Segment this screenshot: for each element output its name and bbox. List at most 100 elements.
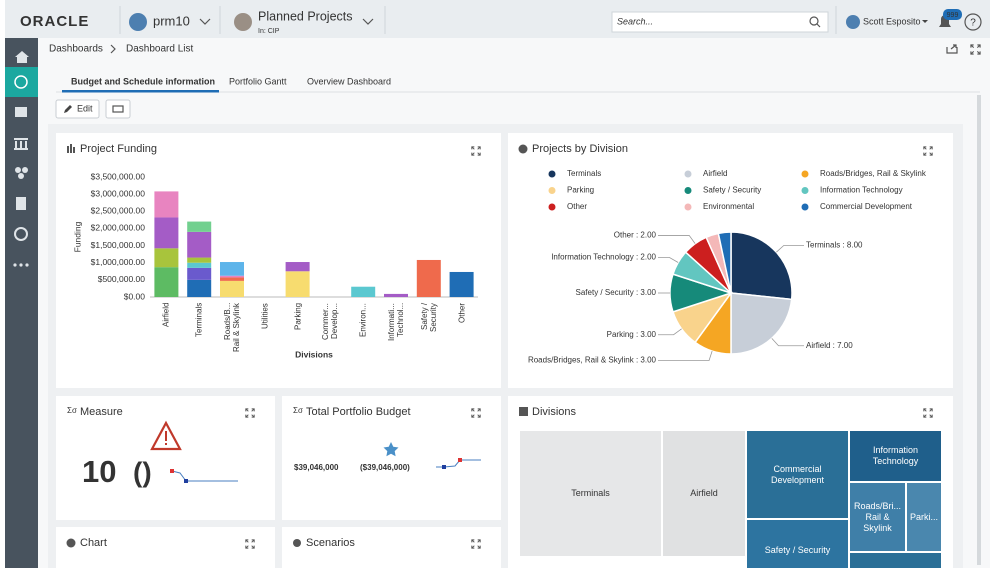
- legend-swatch: [548, 187, 556, 194]
- panel-title: Project Funding: [80, 143, 157, 155]
- x-tick-label: Other: [457, 303, 467, 324]
- x-tick-label: Informati... Technol...: [387, 303, 405, 341]
- panel-title: Measure: [80, 406, 123, 418]
- notification-count: 999: [947, 12, 959, 19]
- treemap-tile[interactable]: Commercial Development: [746, 430, 849, 519]
- tab[interactable]: Portfolio Gantt: [229, 76, 287, 86]
- sparkline-dot: [170, 469, 174, 473]
- sidebar-icons[interactable]: [13, 51, 29, 267]
- help-icon[interactable]: ?: [970, 18, 976, 29]
- edit-button[interactable]: [55, 99, 100, 119]
- pie-slice: [717, 231, 732, 294]
- print-button[interactable]: [105, 99, 131, 119]
- star-icon: [383, 442, 399, 457]
- label-leader: [658, 257, 679, 263]
- treemap-tile[interactable]: Parki...: [906, 482, 942, 552]
- treemap-tile[interactable]: Terminals: [519, 430, 662, 557]
- legend-label: Safety / Security: [703, 186, 761, 195]
- bar-segment: [384, 293, 408, 297]
- edit-label[interactable]: Edit: [77, 103, 93, 113]
- tab[interactable]: Overview Dashboard: [307, 76, 391, 86]
- search-box[interactable]: [611, 11, 829, 33]
- bar-segment: [187, 257, 212, 263]
- treemap-tile[interactable]: Airfield: [662, 430, 746, 557]
- scrollbar[interactable]: [977, 95, 981, 565]
- legend-swatch: [548, 203, 556, 211]
- bar-segment: [220, 280, 244, 297]
- breadcrumb-link[interactable]: Dashboards: [49, 44, 103, 55]
- x-tick-label: Airfield: [161, 303, 171, 328]
- sparkline-dot: [442, 465, 446, 469]
- y-tick-label: $1,500,000.00: [91, 240, 146, 250]
- data-label: Airfield : 7.00: [806, 341, 853, 350]
- measure-unit: (): [133, 456, 152, 487]
- sidebar: [5, 38, 38, 568]
- bar-segment: [154, 217, 179, 249]
- y-tick-label: $0.00: [124, 291, 146, 301]
- panel-title: Chart: [80, 537, 107, 549]
- bar-segment: [285, 262, 310, 272]
- brand-logo[interactable]: ORACLE: [20, 13, 89, 30]
- bar-segment: [449, 271, 474, 297]
- help-icon[interactable]: [964, 13, 982, 31]
- user-menu-caret[interactable]: [922, 20, 928, 23]
- budget-variance: ($39,046,000): [360, 463, 410, 472]
- search-icon[interactable]: [809, 16, 819, 26]
- panel-title: Divisions: [532, 406, 577, 418]
- share-icon[interactable]: [946, 44, 958, 54]
- y-tick-label: $3,000,000.00: [91, 188, 146, 198]
- x-tick-label: Commer... Develop...: [321, 303, 340, 340]
- notification-badge: [943, 9, 962, 20]
- data-label: Terminals : 8.00: [806, 241, 863, 250]
- label-leader: [658, 328, 682, 336]
- warning-icon: [165, 443, 167, 445]
- treemap-tile[interactable]: [849, 552, 942, 569]
- y-axis-label: Funding: [72, 221, 82, 252]
- legend-swatch: [801, 170, 809, 178]
- project-scope: In: CIP: [258, 28, 280, 35]
- bar-segment: [220, 262, 244, 276]
- legend-swatch: [548, 170, 556, 178]
- sidebar-active[interactable]: [5, 67, 38, 97]
- legend-label: Terminals: [567, 169, 601, 178]
- legend-label: Parking: [567, 186, 594, 195]
- sparkline-dot: [458, 458, 462, 462]
- treemap-tile[interactable]: Information Technology: [849, 430, 942, 482]
- bar-segment: [187, 267, 212, 280]
- search-icon[interactable]: [816, 23, 821, 28]
- treemap-tile[interactable]: Safety / Security: [746, 519, 849, 569]
- y-tick-label: $500,000.00: [98, 274, 146, 284]
- bar-segment: [154, 248, 179, 268]
- svg-text:Σσ: Σσ: [67, 406, 77, 415]
- workspace-icon[interactable]: [129, 13, 147, 31]
- legend-label: Environmental: [703, 202, 754, 211]
- workspace-name[interactable]: prm10: [153, 13, 190, 28]
- project-icon[interactable]: [234, 13, 252, 31]
- user-avatar[interactable]: [846, 15, 860, 29]
- measure-value: 10: [82, 454, 116, 489]
- chevron[interactable]: [362, 18, 374, 25]
- project-name[interactable]: Planned Projects: [258, 9, 353, 23]
- legend-label: Other: [567, 202, 587, 211]
- legend-label: Roads/Bridges, Rail & Skylink: [820, 169, 927, 178]
- legend-swatch: [684, 203, 692, 211]
- x-axis-label: Divisions: [295, 349, 333, 359]
- legend-swatch: [801, 187, 809, 194]
- panel: [282, 396, 501, 520]
- x-tick-label: Safety / Security: [419, 303, 438, 332]
- sparkline: [436, 459, 481, 468]
- label-leader: [658, 350, 713, 361]
- legend-swatch: [801, 203, 809, 211]
- sparkline-dot: [184, 479, 188, 483]
- panel-title: Total Portfolio Budget: [306, 406, 411, 418]
- panel-icons: Σσ Σσ: [66, 144, 528, 548]
- bar-segment: [351, 286, 376, 297]
- tab-active[interactable]: Budget and Schedule information: [71, 76, 215, 86]
- treemap-tile[interactable]: Roads/Bri... Rail & Skylink: [849, 482, 906, 552]
- label-leader: [771, 338, 804, 347]
- user-name[interactable]: Scott Esposito: [863, 16, 921, 26]
- x-tick-label: Roads/B... Rail & Skylink: [223, 303, 241, 352]
- chevron[interactable]: [199, 18, 211, 25]
- data-label: Other : 2.00: [614, 231, 657, 240]
- warning-icon: [150, 420, 182, 451]
